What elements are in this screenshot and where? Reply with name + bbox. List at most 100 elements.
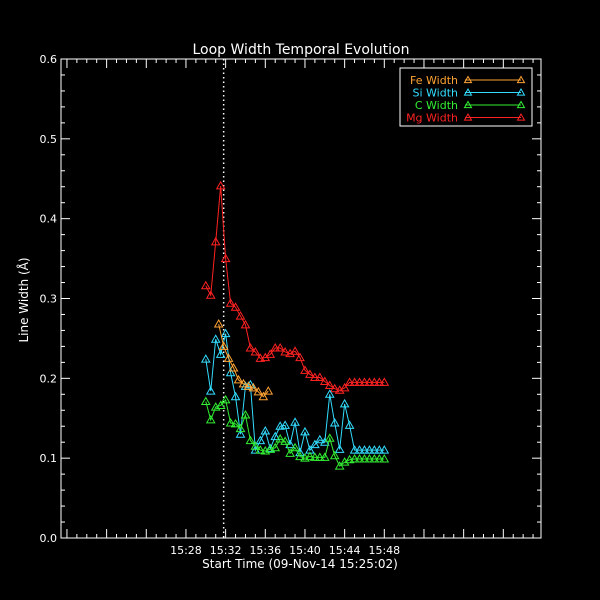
fe-data-point <box>253 386 264 396</box>
c-series-line <box>205 398 385 467</box>
c-data-point <box>379 453 390 463</box>
fe-data-point <box>228 362 239 372</box>
si-data-point <box>205 386 216 395</box>
mg-data-point <box>305 369 315 378</box>
mg-data-point <box>280 346 290 356</box>
c-data-point <box>319 452 330 461</box>
y-axis-label: Line Width (Å) <box>16 257 31 342</box>
mg-data-point <box>295 352 305 362</box>
si-data-point <box>235 429 246 438</box>
y-tick-label: 0.3 <box>40 293 58 306</box>
mg-data-point <box>275 342 286 352</box>
c-data-point <box>305 451 315 461</box>
chart-title: Loop Width Temporal Evolution <box>193 42 410 58</box>
c-data-point <box>369 453 380 463</box>
si-data-point <box>210 334 221 343</box>
fe-data-point <box>218 341 229 350</box>
c-data-point <box>200 396 211 405</box>
mg-data-point <box>215 180 226 190</box>
plot-area: 15:28 15:32 15:36 15:40 15:44 15:48 0.0 0.1 0.2 0… <box>40 53 542 557</box>
fe-data-point <box>213 319 224 328</box>
si-data-point <box>379 445 390 454</box>
si-data-point <box>369 445 380 454</box>
si-data-point <box>374 445 385 454</box>
mg-data-point <box>310 372 320 382</box>
c-data-point <box>255 445 266 454</box>
si-data-point <box>255 435 266 445</box>
mg-data-point <box>329 383 340 393</box>
legend-marker-si <box>516 87 526 96</box>
x-axis-label: Start Time (09-Nov-14 15:25:02) <box>202 557 398 571</box>
legend-label-mg: Mg Width <box>406 112 458 125</box>
si-data-point <box>280 420 290 429</box>
c-data-point <box>310 452 320 461</box>
c-data-point <box>240 410 251 419</box>
legend-marker-mg <box>516 112 526 121</box>
mg-data-point <box>324 380 335 390</box>
si-data-point <box>220 328 231 338</box>
si-data-point <box>314 434 325 444</box>
c-data-point <box>290 442 300 452</box>
mg-series-line <box>205 185 385 391</box>
si-data-point <box>354 445 365 454</box>
y-tick-label: 0.0 <box>40 532 58 545</box>
mg-data-point <box>210 236 221 246</box>
si-data-point <box>300 426 310 436</box>
c-data-point <box>220 394 231 404</box>
si-data-point <box>364 445 375 454</box>
si-data-point <box>349 445 360 454</box>
mg-data-point <box>220 253 231 263</box>
c-data-point <box>225 418 236 427</box>
si-data-point <box>324 389 335 398</box>
si-data-point <box>334 444 345 453</box>
fe-data-point <box>238 378 249 388</box>
c-data-point <box>285 448 295 457</box>
c-data-point <box>275 433 286 443</box>
c-data-point <box>349 453 360 463</box>
legend-marker-fe <box>463 75 473 84</box>
fe-data-point <box>258 391 269 401</box>
legend-marker-c <box>463 100 473 109</box>
mg-data-point <box>290 346 300 355</box>
c-data-point <box>354 453 365 463</box>
fe-data-point <box>243 381 254 390</box>
y-tick-label: 0.4 <box>40 213 58 226</box>
y-tick-label: 0.5 <box>40 133 58 146</box>
mg-data-point <box>344 377 355 386</box>
legend-marker-si <box>463 87 473 96</box>
fe-data-point <box>233 374 244 384</box>
si-data-point <box>230 391 241 401</box>
si-data-point <box>290 417 300 426</box>
x-tick-label: 15:32 <box>210 544 242 557</box>
x-tick-label: 15:40 <box>289 544 321 557</box>
mg-data-point <box>374 377 385 386</box>
fe-data-point <box>248 382 259 392</box>
mg-data-point <box>205 290 216 299</box>
mg-data-point <box>369 377 380 386</box>
mg-data-point <box>300 365 310 374</box>
mg-data-point <box>364 377 375 386</box>
c-data-point <box>215 400 226 409</box>
mg-data-point <box>354 377 365 386</box>
si-data-point <box>260 426 271 435</box>
c-data-point <box>230 418 241 428</box>
si-data-point <box>359 445 370 454</box>
si-data-point <box>270 431 281 441</box>
mg-data-point <box>230 302 241 311</box>
si-data-point <box>344 420 355 429</box>
c-data-point <box>235 423 246 433</box>
si-data-point <box>329 418 340 427</box>
legend-marker-c <box>516 100 526 109</box>
mg-data-point <box>270 342 281 352</box>
mg-data-point <box>265 349 276 358</box>
x-tick-label: 15:36 <box>249 544 281 557</box>
mg-data-point <box>339 382 350 392</box>
mg-data-point <box>359 377 370 386</box>
si-data-point <box>200 354 211 363</box>
x-tick-label: 15:48 <box>368 544 400 557</box>
mg-data-point <box>200 280 211 290</box>
legend-label-c: C Width <box>415 99 458 112</box>
c-data-point <box>280 436 290 445</box>
c-data-point <box>205 414 216 424</box>
